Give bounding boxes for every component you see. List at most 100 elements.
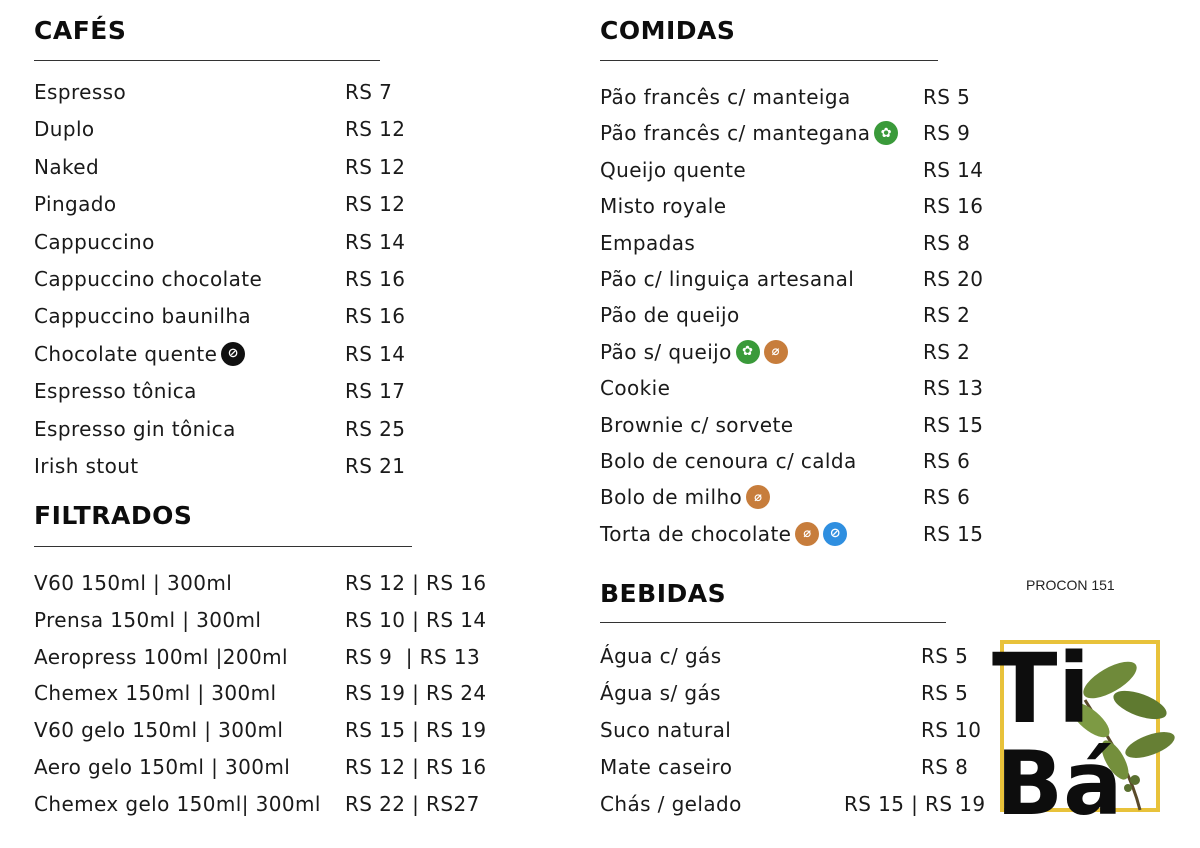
item-name-text: Aeropress 100ml |200ml (34, 644, 288, 669)
item-price: RS 8 (921, 755, 969, 779)
item-name: Pão de queijo (600, 303, 740, 327)
logo-text-ti: Ti (992, 640, 1090, 745)
item-name: Naked (34, 155, 99, 179)
menu-item: Duplo RS 12 (34, 111, 454, 147)
filtrados-title: FILTRADOS (34, 501, 193, 530)
item-price: RS 14 (345, 341, 406, 366)
item-price: RS 17 (345, 379, 406, 404)
procon-label: PROCON 151 (1026, 577, 1115, 593)
item-name: Irish stout (34, 454, 139, 478)
item-price: RS 12 | RS 16 (345, 571, 487, 595)
menu-item: Água s/ gás RS 5 (600, 675, 1020, 711)
menu-item: Pão de queijo RS 2 (600, 297, 1020, 333)
item-name-text: Espresso gin tônica (34, 416, 236, 441)
menu-item: Prensa 150ml | 300ml RS 10 | RS 14 (34, 602, 486, 638)
item-price: RS 10 | RS 14 (345, 607, 487, 632)
item-name-text: Pão s/ queijo (600, 339, 732, 364)
item-name-text: Bolo de milho (600, 485, 743, 510)
menu-item: Pingado RS 12 (34, 186, 454, 222)
item-name-text: Água s/ gás (600, 681, 721, 705)
item-name: V60 150ml | 300ml (34, 571, 232, 595)
item-price: RS 16 (923, 194, 984, 219)
menu-item: Aeropress 100ml |200ml RS 9 | RS 13 (34, 639, 480, 675)
menu-item: Torta de chocolate ⌀ ⊘ RS 15 (600, 516, 1020, 552)
gluten-free-icon: ⌀ (746, 485, 771, 510)
item-price: RS 14 (345, 229, 406, 254)
menu-item: Espresso gin tônica RS 25 (34, 411, 454, 447)
item-name-text: Naked (34, 154, 100, 179)
item-name: Chocolate quente ⊘ (34, 341, 246, 366)
item-price: RS 2 (923, 339, 971, 364)
item-name-text: Misto royale (600, 194, 727, 219)
item-name-text: Empadas (600, 230, 696, 255)
menu-item: Cookie RS 13 (600, 370, 1020, 406)
item-name: Pão c/ linguiça artesanal (600, 267, 854, 291)
menu-item: Misto royale RS 16 (600, 188, 1020, 224)
item-price: RS 9 | RS 13 (345, 644, 481, 669)
item-name-text: V60 gelo 150ml | 300ml (34, 718, 284, 743)
sugar-free-icon: ⊘ (221, 341, 246, 366)
item-price: RS 21 (345, 454, 406, 478)
item-price: RS 2 (923, 303, 971, 328)
menu-item: Queijo quente RS 14 (600, 152, 1020, 188)
item-price: RS 15 (923, 521, 984, 546)
comidas-title: COMIDAS (600, 16, 736, 45)
bebidas-title: BEBIDAS (600, 579, 727, 608)
item-name: Cappuccino (34, 230, 155, 254)
vegan-icon: ✿ (735, 339, 760, 364)
item-price: RS 19 | RS 24 (345, 681, 487, 706)
item-name-text: Chás / gelado (600, 792, 742, 816)
item-price: RS 15 | RS 19 (345, 718, 487, 743)
menu-item: Espresso tônica RS 17 (34, 373, 454, 409)
item-price: RS 6 (923, 449, 971, 473)
menu-item: Pão francês c/ mantegana ✿ RS 9 (600, 115, 1020, 151)
item-name: Cappuccino chocolate (34, 267, 262, 291)
item-price: RS 12 (345, 117, 406, 142)
menu-item: Brownie c/ sorvete RS 15 (600, 407, 1020, 443)
item-name: Espresso tônica (34, 379, 197, 403)
comidas-divider (600, 60, 938, 61)
item-price: RS 9 (923, 121, 971, 146)
filtrados-divider (34, 546, 412, 547)
menu-item: Espresso RS 7 (34, 74, 454, 110)
item-name: Torta de chocolate ⌀ ⊘ (600, 521, 848, 546)
coffee-branch-icon (1070, 661, 1175, 811)
item-price: RS 22 | RS27 (345, 791, 480, 816)
item-price: RS 16 (345, 304, 406, 329)
item-price: RS 12 | RS 16 (345, 755, 487, 779)
item-name: Espresso gin tônica (34, 417, 236, 441)
item-name: Pão francês c/ manteiga (600, 85, 851, 109)
item-name-text: Pão francês c/ mantegana (600, 121, 871, 146)
menu-item: Bolo de cenoura c/ calda RS 6 (600, 443, 1020, 479)
gluten-free-icon: ⌀ (795, 521, 820, 546)
item-name-text: Suco natural (600, 718, 732, 742)
item-name-text: Duplo (34, 117, 95, 142)
item-price: RS 20 (923, 267, 984, 291)
item-name: Espresso (34, 80, 126, 104)
item-name-text: Pão c/ linguiça artesanal (600, 267, 855, 291)
item-name: Água s/ gás (600, 681, 721, 705)
item-name: Chemex gelo 150ml| 300ml (34, 792, 321, 816)
item-name-text: Cappuccino baunilha (34, 304, 252, 329)
item-price: RS 6 (923, 485, 971, 510)
lactose-free-icon: ⊘ (823, 521, 848, 546)
item-name: Mate caseiro (600, 755, 732, 779)
item-name-text: Torta de chocolate (600, 521, 792, 546)
item-name-text: Pão francês c/ manteiga (600, 85, 851, 109)
item-name: Pão francês c/ mantegana ✿ (600, 121, 899, 146)
menu-item: Cappuccino RS 14 (34, 224, 454, 260)
cafes-title: CAFÉS (34, 16, 127, 45)
item-price: RS 12 (345, 192, 406, 217)
item-name: Chemex 150ml | 300ml (34, 681, 276, 705)
item-name: Queijo quente (600, 158, 746, 182)
item-name-text: Chocolate quente (34, 341, 218, 366)
item-name: Cookie (600, 376, 670, 400)
menu-item: Pão s/ queijo ✿ ⌀ RS 2 (600, 334, 1020, 370)
item-name: Aero gelo 150ml | 300ml (34, 755, 290, 779)
item-name-text: Cookie (600, 376, 671, 401)
item-name-text: Chemex 150ml | 300ml (34, 681, 277, 706)
menu-item: Mate caseiro RS 8 (600, 749, 1020, 785)
item-name-text: Pingado (34, 192, 117, 217)
bebidas-divider (600, 622, 946, 623)
menu-item: Empadas RS 8 (600, 225, 1020, 261)
